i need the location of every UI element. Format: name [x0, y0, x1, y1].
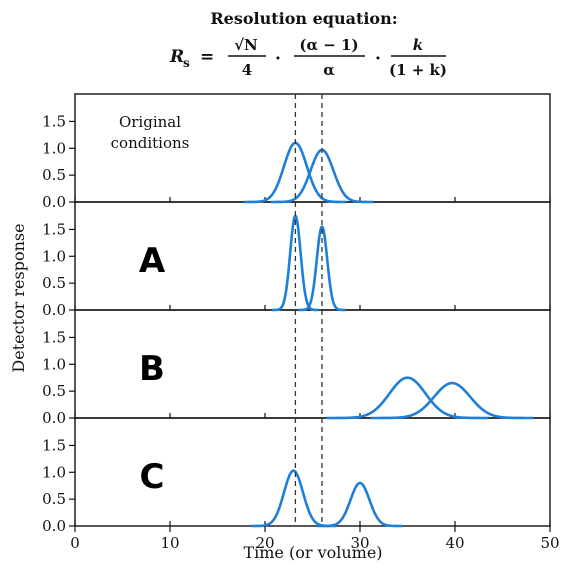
x-axis-ticks: 0 10 20 30 40 50: [70, 526, 560, 552]
y-tick-label: 1.0: [42, 139, 66, 157]
panel-4: 0.0 0.5 1.0 1.5 C: [42, 417, 551, 535]
y-tick-label: 1.5: [42, 328, 66, 346]
y-tick-label: 0.5: [42, 490, 66, 508]
equation-term1-denominator: 4: [242, 61, 252, 79]
y-tick-label: 1.0: [42, 463, 66, 481]
x-axis-label: Time (or volume): [243, 543, 382, 562]
y-tick-label: 1.5: [42, 220, 66, 238]
panel-annotation: conditions: [111, 134, 190, 152]
x-tick-label: 50: [540, 534, 559, 552]
y-tick-label: 0.0: [42, 301, 66, 319]
y-tick-label: 0.0: [42, 193, 66, 211]
equation-term3-numerator: k: [413, 36, 423, 54]
peak-curve-3-1: [325, 376, 490, 420]
panel-2: 0.0 0.5 1.0 1.5 A: [42, 201, 551, 319]
y-tick-label: 1.0: [42, 247, 66, 265]
equation-dot-2: ·: [375, 49, 381, 69]
panel-label-box: [88, 436, 228, 498]
panel-label-A: A: [139, 241, 166, 281]
equation-lhs-subscript: s: [183, 56, 190, 70]
peak-curve-3-2: [370, 381, 534, 420]
panel-annotation: Original: [119, 113, 181, 131]
x-tick-label: 40: [445, 534, 464, 552]
equation-term1-numerator: √N: [234, 36, 258, 54]
y-axis-label: Detector response: [9, 223, 28, 372]
y-tick-label: 1.5: [42, 112, 66, 130]
equation-header: Resolution equation: R s = √N 4 · (α − 1…: [169, 9, 447, 79]
y-tick-label: 0.0: [42, 409, 66, 427]
curves-layer: [243, 141, 534, 528]
panels-layer: 0.0 0.5 1.0 1.5 Original conditions 0.0 0.5 1.0 1…: [42, 93, 551, 535]
equation-equals: =: [200, 47, 214, 67]
y-tick-label: 0.5: [42, 382, 66, 400]
y-tick-label: 1.5: [42, 436, 66, 454]
equation-title: Resolution equation:: [210, 9, 397, 28]
x-tick-label: 20: [255, 534, 274, 552]
panel-label-B: B: [139, 349, 165, 389]
y-tick-label: 1.0: [42, 355, 66, 373]
panel-3: 0.0 0.5 1.0 1.5 B: [42, 309, 551, 427]
peak-curve-4-1: [249, 469, 338, 528]
equation-lhs: R: [169, 47, 184, 67]
peak-curve-4-2: [316, 481, 404, 528]
equation-term2-denominator: α: [323, 61, 335, 79]
y-tick-label: 0.5: [42, 274, 66, 292]
peak-curve-2-2: [297, 225, 347, 312]
panel-label-box: [88, 328, 228, 390]
reference-lines: [294, 94, 323, 526]
x-tick-label: 10: [160, 534, 179, 552]
panel-label-box: [88, 220, 228, 282]
equation-term3-denominator: (1 + k): [389, 61, 447, 79]
x-tick-label: 30: [350, 534, 369, 552]
equation-dot-1: ·: [275, 49, 281, 69]
panel-label-C: C: [140, 457, 165, 497]
x-tick-label: 0: [70, 534, 80, 552]
equation-term2-numerator: (α − 1): [299, 36, 358, 54]
y-tick-label: 0.0: [42, 517, 66, 535]
y-tick-label: 0.5: [42, 166, 66, 184]
panel-1: 0.0 0.5 1.0 1.5 Original conditions: [42, 93, 551, 211]
